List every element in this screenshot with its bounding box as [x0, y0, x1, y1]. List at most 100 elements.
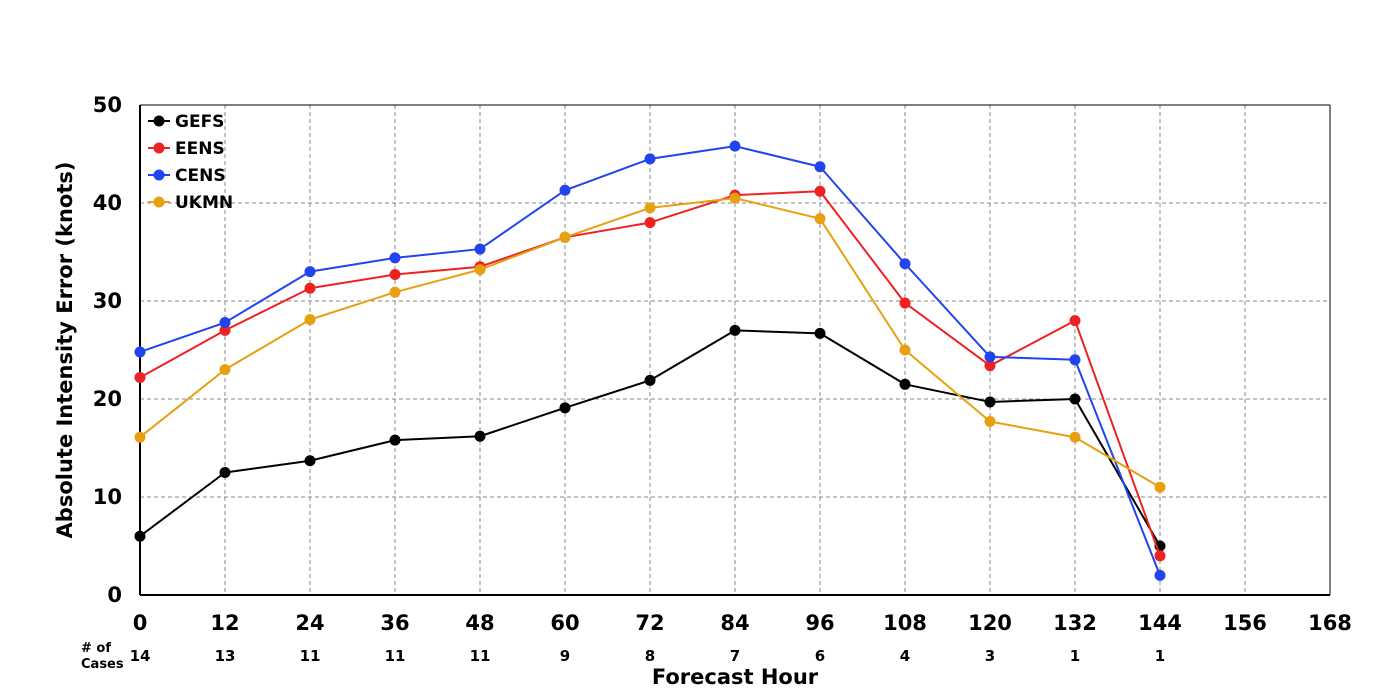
- x-tick-label-72: 72: [635, 611, 664, 635]
- data-point-cens-24: [304, 266, 316, 278]
- grid-layer: [140, 105, 1330, 595]
- data-point-gefs-48: [474, 430, 486, 442]
- x-tick-label-0: 0: [133, 611, 148, 635]
- case-count-0: 14: [130, 647, 151, 665]
- data-point-eens-132: [1069, 315, 1081, 327]
- data-point-cens-144: [1154, 569, 1166, 581]
- data-point-cens-60: [559, 184, 571, 196]
- x-tick-label-144: 144: [1138, 611, 1182, 635]
- data-point-cens-132: [1069, 354, 1081, 366]
- legend-label-ukmn: UKMN: [175, 193, 233, 213]
- data-point-eens-144: [1154, 550, 1166, 562]
- legend-marker-gefs: [153, 115, 165, 127]
- data-point-gefs-12: [219, 467, 231, 478]
- x-tick-label-60: 60: [550, 611, 579, 635]
- y-tick-label-10: 10: [93, 485, 122, 509]
- data-point-cens-12: [219, 317, 231, 329]
- data-point-eens-108: [899, 297, 911, 309]
- data-point-cens-48: [474, 243, 486, 255]
- data-point-eens-72: [644, 217, 656, 229]
- data-point-ukmn-120: [984, 416, 996, 428]
- legend-item-cens: CENS: [148, 166, 226, 186]
- legend-item-gefs: GEFS: [148, 112, 224, 132]
- x-tick-label-84: 84: [720, 611, 749, 635]
- data-point-ukmn-24: [304, 314, 316, 326]
- y-tick-label-20: 20: [93, 387, 122, 411]
- legend-marker-ukmn: [153, 196, 165, 208]
- data-point-ukmn-96: [814, 213, 826, 225]
- data-point-gefs-108: [899, 378, 911, 390]
- data-point-cens-96: [814, 161, 826, 173]
- x-tick-label-24: 24: [295, 611, 324, 635]
- data-point-eens-120: [984, 360, 996, 372]
- case-count-24: 11: [300, 647, 321, 665]
- data-point-eens-24: [304, 282, 316, 294]
- data-point-cens-72: [644, 153, 656, 165]
- data-point-ukmn-60: [559, 231, 571, 243]
- x-tick-label-36: 36: [380, 611, 409, 635]
- data-point-eens-36: [389, 269, 401, 281]
- legend: GEFS EENS CENS UKMN: [148, 112, 233, 213]
- data-point-ukmn-108: [899, 344, 911, 356]
- y-axis-title: Absolute Intensity Error (knots): [53, 162, 77, 539]
- legend-label-eens: EENS: [175, 139, 225, 159]
- legend-marker-cens: [153, 169, 165, 181]
- x-tick-label-12: 12: [210, 611, 239, 635]
- data-point-eens-96: [814, 185, 826, 197]
- data-point-cens-36: [389, 252, 401, 264]
- data-point-ukmn-72: [644, 202, 656, 214]
- x-tick-label-96: 96: [805, 611, 834, 635]
- case-count-144: 1: [1155, 647, 1165, 665]
- data-point-gefs-72: [644, 374, 656, 386]
- data-point-gefs-96: [814, 327, 826, 339]
- x-tick-label-156: 156: [1223, 611, 1267, 635]
- data-point-ukmn-36: [389, 286, 401, 298]
- x-tick-label-48: 48: [465, 611, 494, 635]
- data-point-eens-0: [134, 371, 146, 383]
- series-layer: [134, 140, 1166, 581]
- data-point-gefs-24: [304, 455, 316, 467]
- cases-header-line1: # of: [81, 641, 111, 656]
- x-tick-label-108: 108: [883, 611, 927, 635]
- y-tick-label-40: 40: [93, 191, 122, 215]
- x-tick-label-132: 132: [1053, 611, 1097, 635]
- data-point-gefs-0: [134, 530, 146, 542]
- legend-label-gefs: GEFS: [175, 112, 224, 132]
- legend-item-eens: EENS: [148, 139, 225, 159]
- data-point-gefs-84: [729, 324, 741, 336]
- data-point-gefs-132: [1069, 393, 1081, 405]
- x-axis-title: Forecast Hour: [652, 665, 819, 689]
- series-ukmn: [134, 192, 1166, 493]
- data-point-cens-0: [134, 346, 146, 358]
- data-point-ukmn-84: [729, 192, 741, 204]
- data-point-cens-120: [984, 351, 996, 363]
- data-point-cens-84: [729, 140, 741, 152]
- series-cens: [134, 140, 1166, 581]
- data-point-ukmn-132: [1069, 431, 1081, 443]
- cases-header-line2: Cases: [81, 657, 124, 672]
- legend-item-ukmn: UKMN: [148, 193, 233, 213]
- y-tick-label-0: 0: [107, 583, 122, 607]
- case-count-36: 11: [385, 647, 406, 665]
- y-tick-label-50: 50: [93, 93, 122, 117]
- data-point-ukmn-12: [219, 364, 231, 376]
- y-tick-label-30: 30: [93, 289, 122, 313]
- data-point-gefs-120: [984, 396, 996, 408]
- case-count-120: 3: [985, 647, 995, 665]
- data-point-gefs-60: [559, 402, 571, 414]
- data-point-gefs-36: [389, 434, 401, 446]
- data-point-ukmn-144: [1154, 481, 1166, 493]
- case-count-12: 13: [215, 647, 236, 665]
- case-count-132: 1: [1070, 647, 1080, 665]
- case-count-84: 7: [730, 647, 740, 665]
- case-count-48: 11: [470, 647, 491, 665]
- legend-label-cens: CENS: [175, 166, 226, 186]
- x-tick-label-168: 168: [1308, 611, 1352, 635]
- data-point-ukmn-0: [134, 431, 146, 443]
- data-point-eens-12: [219, 324, 231, 336]
- case-count-60: 9: [560, 647, 570, 665]
- case-count-96: 6: [815, 647, 825, 665]
